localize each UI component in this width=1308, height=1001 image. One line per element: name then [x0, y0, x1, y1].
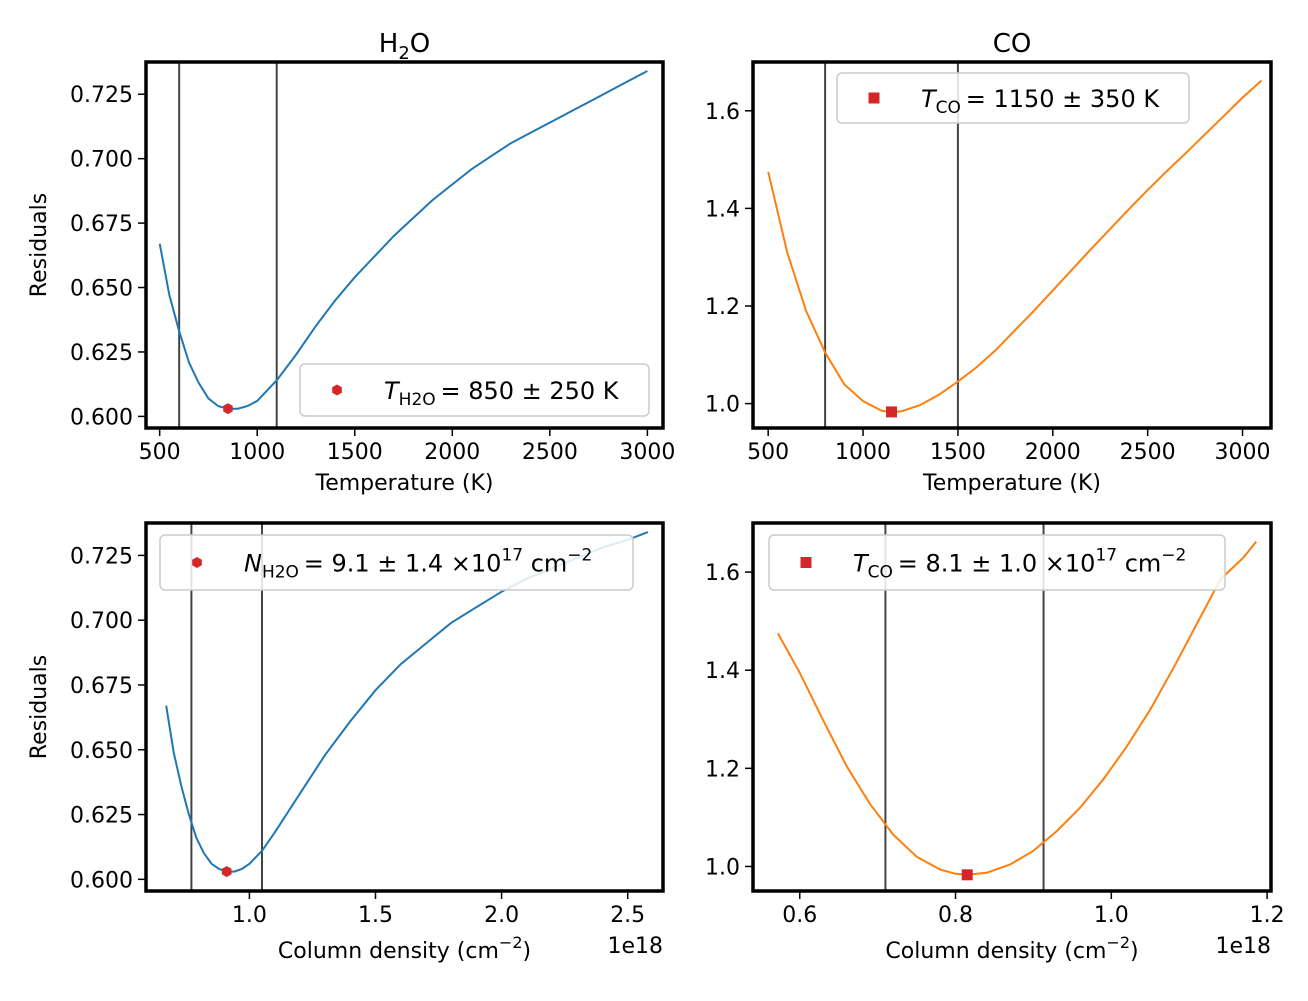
y-tick-label: 0.725: [70, 544, 133, 569]
x-tick-label: 0.6: [782, 903, 817, 928]
x-tick-label: 2.0: [484, 903, 519, 928]
legend-label: TH2O = 850 ± 250 K: [384, 377, 620, 410]
best-fit-marker: [961, 869, 973, 881]
legend: TCO = 1150 ± 350 K: [836, 72, 1190, 124]
x-tick-label: 1.0: [1094, 903, 1129, 928]
x-tick-label: 3000: [619, 440, 675, 465]
legend-label: TCO = 1150 ± 350 K: [921, 85, 1160, 118]
panel-title: H2O: [379, 29, 430, 64]
y-tick-label: 0.625: [70, 341, 133, 366]
best-fit-marker: [886, 406, 898, 418]
y-tick-label: 0.700: [70, 148, 133, 173]
y-tick-label: 0.675: [70, 212, 133, 237]
y-tick-label: 0.625: [70, 804, 133, 829]
y-tick-label: 1.2: [705, 757, 740, 782]
x-axis-label: Column density (cm−2): [278, 933, 531, 964]
x-tick-label: 1.0: [232, 903, 267, 928]
y-tick-label: 1.4: [705, 659, 740, 684]
axes-frame: [751, 521, 1273, 893]
y-tick-label: 0.675: [70, 674, 133, 699]
x-tick-label: 2000: [424, 440, 480, 465]
axes-frame: [144, 521, 665, 893]
y-tick-label: 1.0: [705, 855, 740, 880]
x-tick-label: 1500: [930, 440, 986, 465]
panel-h2o-temperature: 500 1000 1500 2000 2500 3000 0.600 0.625 0.650 0.…: [27, 29, 675, 496]
best-fit-marker: [223, 403, 233, 415]
y-tick-label: 0.600: [70, 868, 133, 893]
x-tick-label: 3000: [1215, 440, 1271, 465]
y-tick-label: 1.0: [705, 393, 740, 418]
y-tick-label: 1.6: [705, 561, 740, 586]
legend-frame: [299, 363, 650, 417]
x-axis-label: Temperature (K): [922, 471, 1101, 496]
best-fit-marker: [221, 866, 232, 878]
x-tick-label: 1000: [229, 440, 285, 465]
x-tick-label: 500: [747, 440, 789, 465]
panel-co-column-density: 0.6 0.8 1.0 1.2 1.0 1.2 1.4 1.6 1e18 Column densi…: [705, 521, 1285, 964]
y-tick-label: 1.2: [705, 295, 740, 320]
panel-title: CO: [993, 29, 1032, 59]
legend-frame: [836, 72, 1190, 124]
x-axis-label: Temperature (K): [315, 471, 494, 496]
y-tick-label: 0.700: [70, 609, 133, 634]
x-tick-label: 1500: [327, 440, 383, 465]
legend-marker: [800, 557, 812, 568]
legend: NH2O = 9.1 ± 1.4 ×1017 cm−2: [159, 534, 634, 591]
x-offset-label: 1e18: [607, 934, 663, 959]
axes-frame: [751, 60, 1273, 430]
y-axis-label: Residuals: [27, 193, 52, 297]
y-tick-label: 1.6: [705, 100, 740, 125]
legend-frame: [768, 534, 1226, 591]
x-tick-label: 2.5: [610, 903, 645, 928]
legend-marker: [332, 384, 342, 396]
residuals-curve: [777, 540, 1257, 876]
y-tick-label: 0.650: [70, 739, 133, 764]
x-tick-label: 1.5: [358, 903, 393, 928]
legend-frame: [159, 534, 634, 591]
x-tick-label: 2500: [1120, 440, 1176, 465]
panel-h2o-column-density: 1.0 1.5 2.0 2.5 0.600 0.625 0.650 0.675 0.700 0.7…: [27, 521, 665, 964]
x-axis-label: Column density (cm−2): [885, 933, 1138, 964]
legend-label: TCO = 8.1 ± 1.0 ×1017 cm−2: [853, 546, 1186, 583]
axes-frame: [144, 60, 665, 430]
legend: TH2O = 850 ± 250 K: [299, 363, 650, 417]
y-tick-label: 0.600: [70, 405, 133, 430]
legend-label: NH2O = 9.1 ± 1.4 ×1017 cm−2: [244, 546, 592, 583]
x-tick-label: 500: [139, 440, 181, 465]
x-tick-label: 2500: [522, 440, 578, 465]
residuals-curve: [767, 79, 1263, 413]
y-axis-label: Residuals: [27, 655, 52, 759]
x-tick-label: 0.8: [938, 903, 973, 928]
x-offset-label: 1e18: [1215, 934, 1271, 959]
x-tick-label: 1.2: [1250, 903, 1285, 928]
legend: TCO = 8.1 ± 1.0 ×1017 cm−2: [768, 534, 1226, 591]
y-tick-label: 1.4: [705, 197, 740, 222]
residuals-curve: [158, 70, 648, 410]
x-tick-label: 1000: [835, 440, 891, 465]
legend-marker: [868, 92, 880, 104]
legend-marker: [192, 557, 202, 568]
panel-co-temperature: 500 1000 1500 2000 2500 3000 1.0 1.2 1.4 1.6 Tempe…: [705, 29, 1273, 496]
y-tick-label: 0.725: [70, 83, 133, 108]
y-tick-label: 0.650: [70, 277, 133, 302]
x-tick-label: 2000: [1025, 440, 1081, 465]
